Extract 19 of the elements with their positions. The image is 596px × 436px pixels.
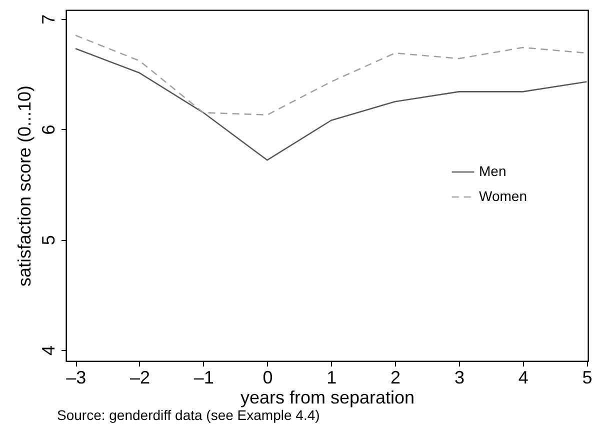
x-tick-label: 0 [262,368,273,388]
x-tick-label: 5 [582,368,592,388]
x-tick-label: –3 [66,368,86,388]
x-tick-label: 4 [518,368,528,388]
y-tick-label: 5 [38,235,58,246]
y-axis-title: satisfaction score (0...10) [14,85,34,287]
legend-label: Men [479,163,506,179]
source-note: Source: genderdiff data (see Example 4.4) [57,407,320,423]
y-tick-label: 4 [38,345,58,356]
x-tick-label: –2 [130,368,150,388]
x-axis-title: years from separation [240,388,415,408]
y-tick-label: 7 [38,14,58,24]
legend-label: Women [479,188,527,204]
y-tick-label: 6 [38,124,58,135]
line-series [74,48,588,161]
x-tick-label: 2 [390,368,401,388]
x-tick-label: 1 [326,368,337,388]
x-tick-label: –1 [194,368,214,388]
x-tick-label: 3 [454,368,464,388]
